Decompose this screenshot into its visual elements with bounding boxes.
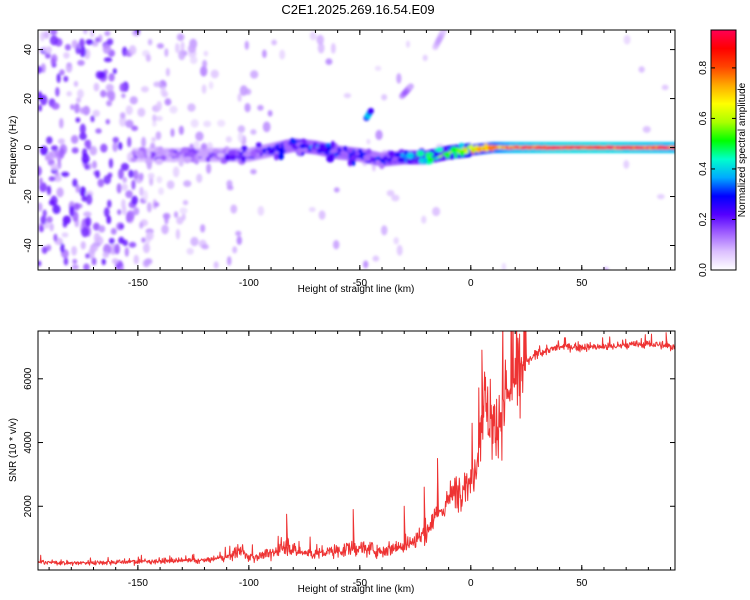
y-tick-label: 40 bbox=[23, 44, 34, 56]
colorbar-tick-label: 0.0 bbox=[698, 263, 709, 277]
y-tick-label: 2000 bbox=[23, 495, 34, 518]
spectrogram-y-axis: -40 -20 0 20 40 bbox=[23, 44, 675, 253]
snr-x-axis: -150 -100 -50 0 50 bbox=[48, 331, 672, 589]
x-tick-label: -50 bbox=[353, 278, 368, 289]
x-tick-label: 0 bbox=[468, 278, 474, 289]
x-tick-label: 50 bbox=[576, 278, 588, 289]
y-tick-label: -40 bbox=[23, 238, 34, 253]
y-tick-label: 20 bbox=[23, 93, 34, 105]
snr-plot-area bbox=[38, 331, 675, 570]
x-tick-label: 0 bbox=[468, 578, 474, 589]
colorbar-tick-label: 0.2 bbox=[698, 212, 709, 226]
snr-frame bbox=[37, 330, 676, 571]
diagonal-feature bbox=[363, 107, 374, 122]
y-tick-label: 6000 bbox=[23, 367, 34, 390]
spectrogram-heatmap bbox=[38, 30, 675, 270]
x-tick-label: -150 bbox=[128, 578, 148, 589]
spectrogram-x-label: Height of straight line (km) bbox=[298, 284, 415, 295]
spectrogram-frame bbox=[37, 29, 676, 271]
chart-title: C2E1.2025.269.16.54.E09 bbox=[281, 2, 434, 17]
y-tick-label: -20 bbox=[23, 189, 34, 204]
snr-x-label: Height of straight line (km) bbox=[298, 584, 415, 595]
x-tick-label: -50 bbox=[353, 578, 368, 589]
spectrogram-y-label: Frequency (Hz) bbox=[8, 116, 19, 185]
x-tick-label: 50 bbox=[576, 578, 588, 589]
colorbar-tick-label: 0.6 bbox=[698, 111, 709, 125]
colorbar-tick-label: 0.4 bbox=[698, 162, 709, 176]
x-tick-label: -100 bbox=[239, 278, 259, 289]
snr-y-axis: 2000 4000 6000 bbox=[23, 367, 675, 517]
x-tick-label: -150 bbox=[128, 278, 148, 289]
spectrogram-x-axis: -150 -100 -50 0 50 bbox=[48, 30, 672, 289]
colorbar-frame bbox=[710, 29, 737, 271]
spectrogram-panel: -150 -100 -50 0 50 -40 -20 0 20 40 Height of str… bbox=[8, 29, 676, 295]
snr-panel: -150 -100 -50 0 50 2000 4000 6000 Height of st… bbox=[8, 330, 676, 595]
y-tick-label: 4000 bbox=[23, 431, 34, 454]
colorbar-gradient bbox=[711, 30, 736, 270]
colorbar: 0.0 0.2 0.4 0.6 0.8 Normalized spectral ampl… bbox=[698, 29, 748, 277]
noise-speckles bbox=[38, 30, 669, 270]
colorbar-label: Normalized spectral amplitude bbox=[737, 82, 748, 217]
x-tick-label: -100 bbox=[239, 578, 259, 589]
snr-series-line bbox=[38, 331, 675, 567]
y-tick-label: 0 bbox=[23, 144, 34, 150]
signal-ridge bbox=[130, 137, 675, 170]
colorbar-axis: 0.0 0.2 0.4 0.6 0.8 bbox=[698, 61, 736, 277]
diagonal-feature bbox=[399, 83, 414, 100]
colorbar-tick-label: 0.8 bbox=[698, 61, 709, 75]
snr-y-label: SNR (10 * v/v) bbox=[8, 418, 19, 482]
diagonal-feature bbox=[432, 30, 448, 51]
